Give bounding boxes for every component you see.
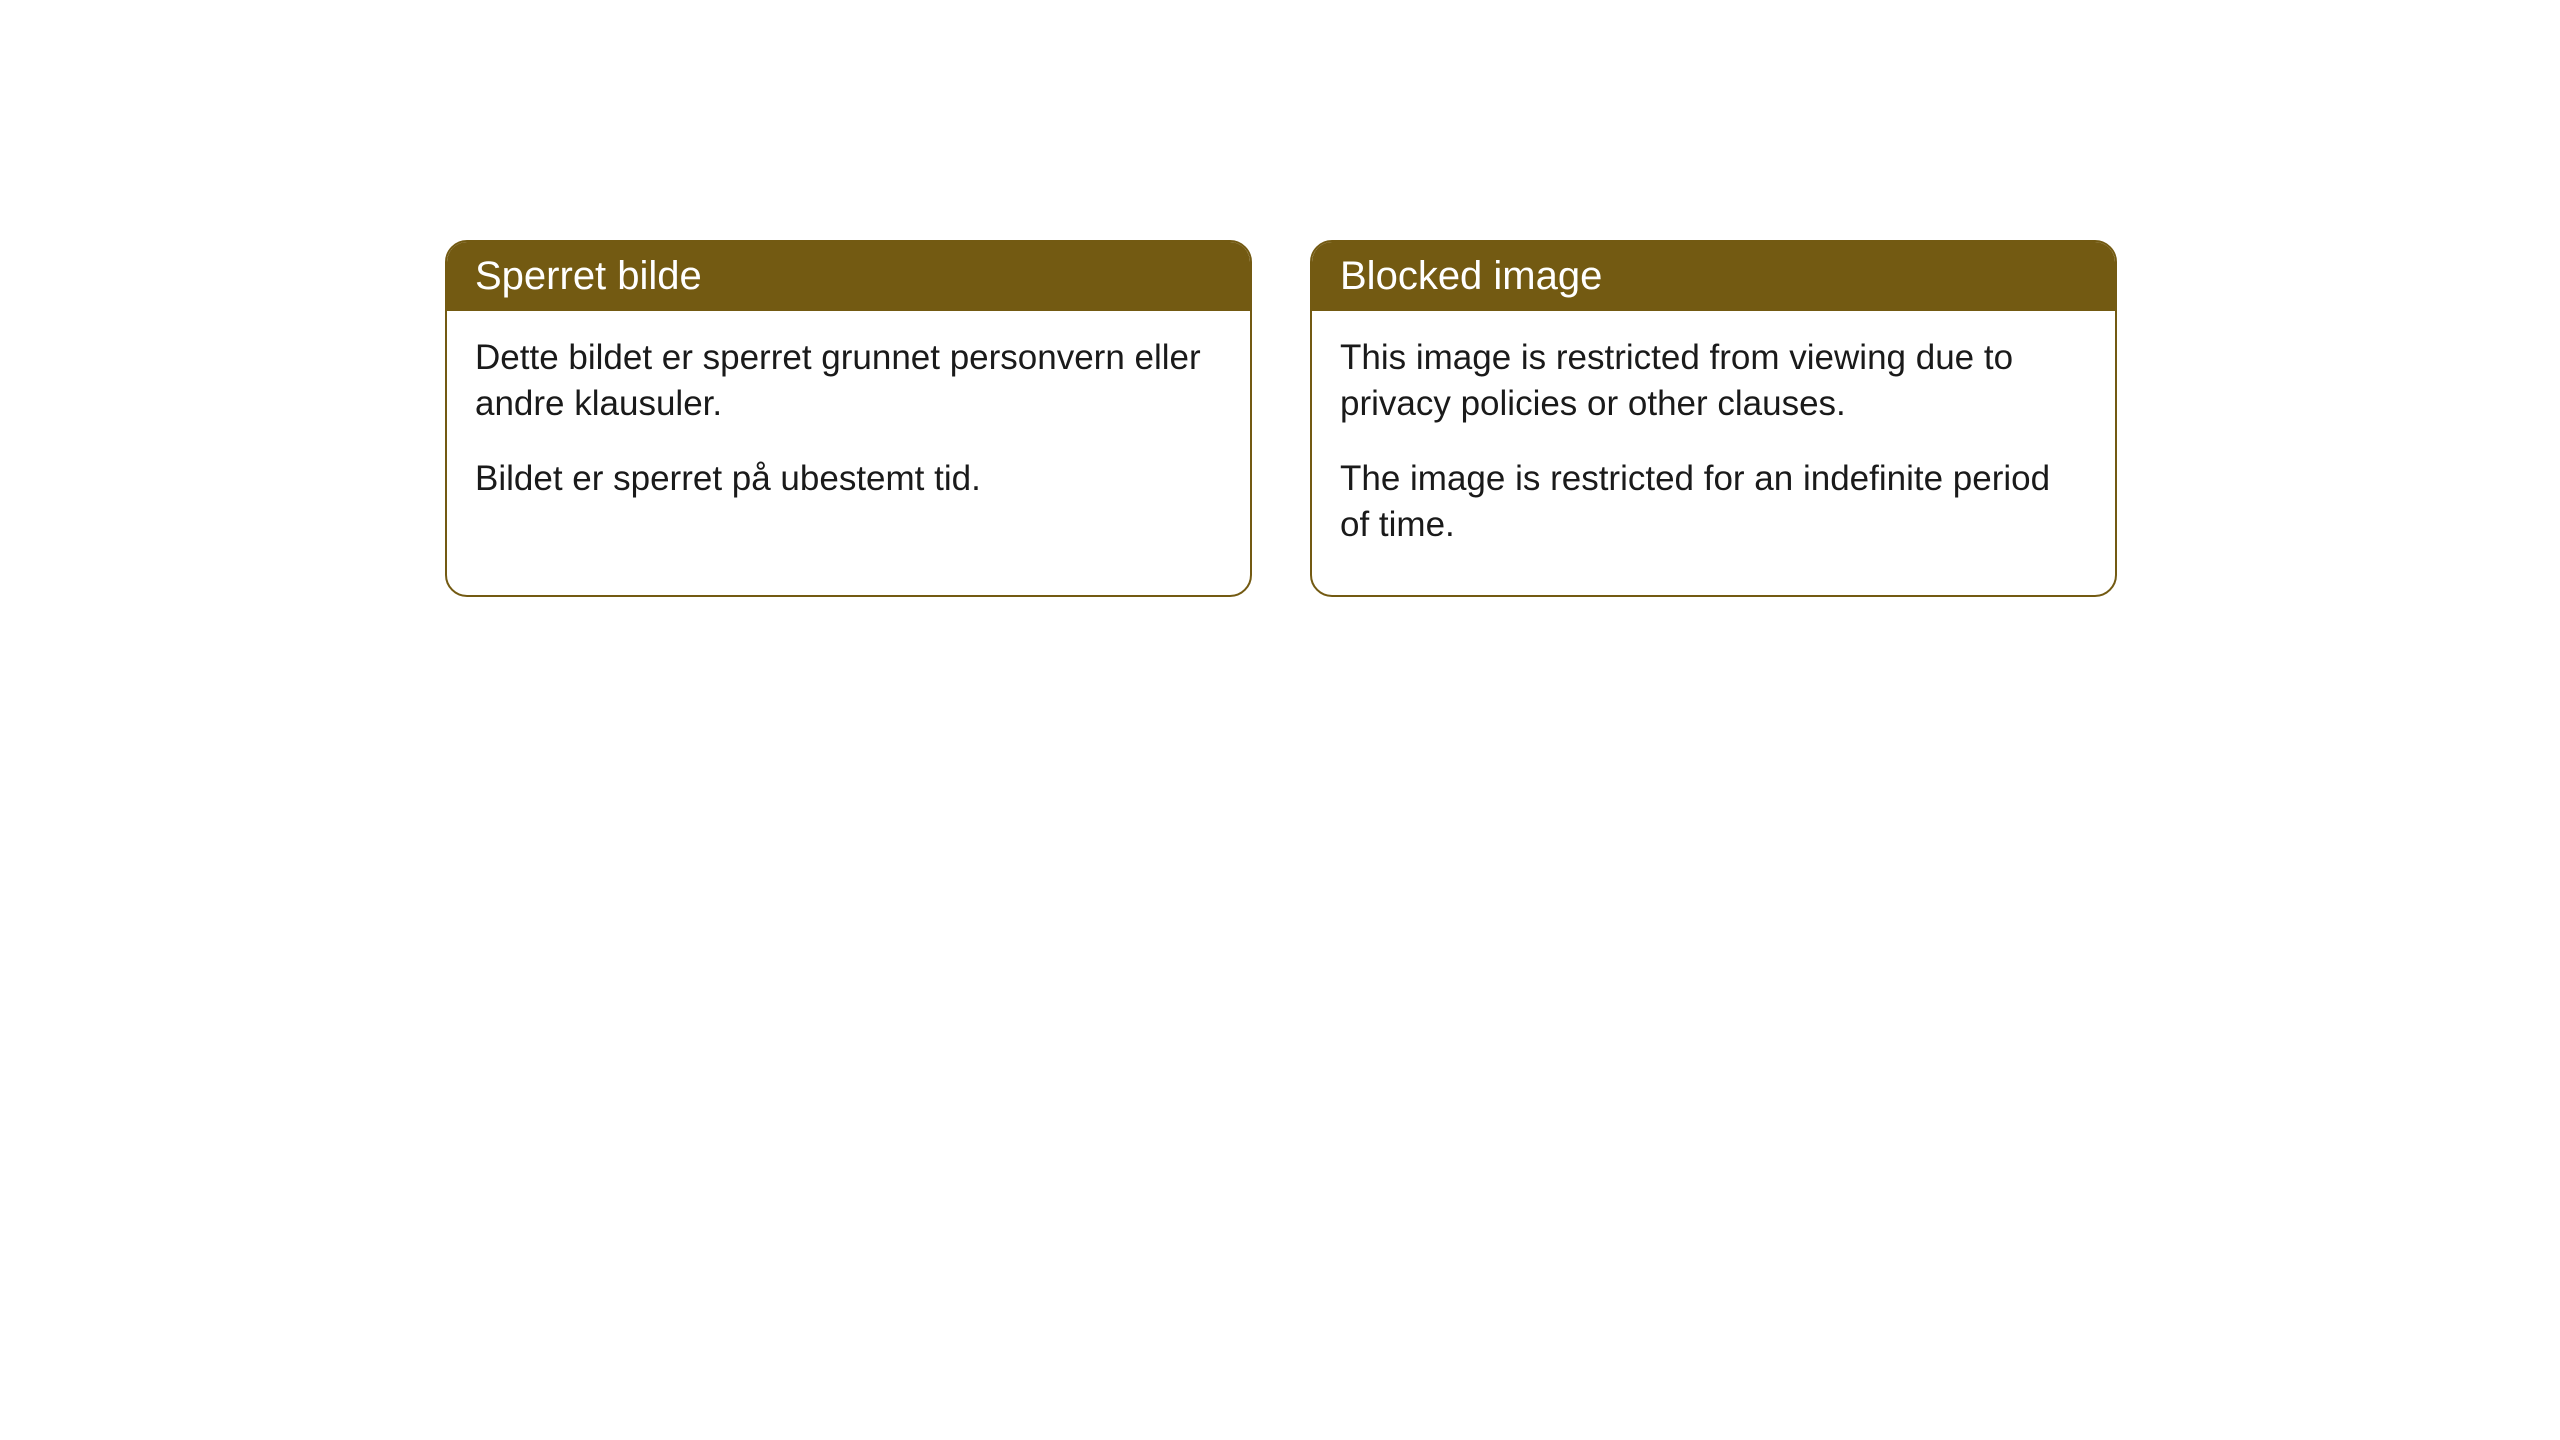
card-body-no: Dette bildet er sperret grunnet personve… [447,311,1250,550]
card-text-no-1: Dette bildet er sperret grunnet personve… [475,335,1222,426]
card-text-no-2: Bildet er sperret på ubestemt tid. [475,456,1222,502]
card-text-en-2: The image is restricted for an indefinit… [1340,456,2087,547]
card-body-en: This image is restricted from viewing du… [1312,311,2115,595]
notice-cards-container: Sperret bilde Dette bildet er sperret gr… [445,240,2560,597]
card-header-no: Sperret bilde [447,242,1250,311]
card-header-en: Blocked image [1312,242,2115,311]
card-text-en-1: This image is restricted from viewing du… [1340,335,2087,426]
blocked-image-card-no: Sperret bilde Dette bildet er sperret gr… [445,240,1252,597]
blocked-image-card-en: Blocked image This image is restricted f… [1310,240,2117,597]
